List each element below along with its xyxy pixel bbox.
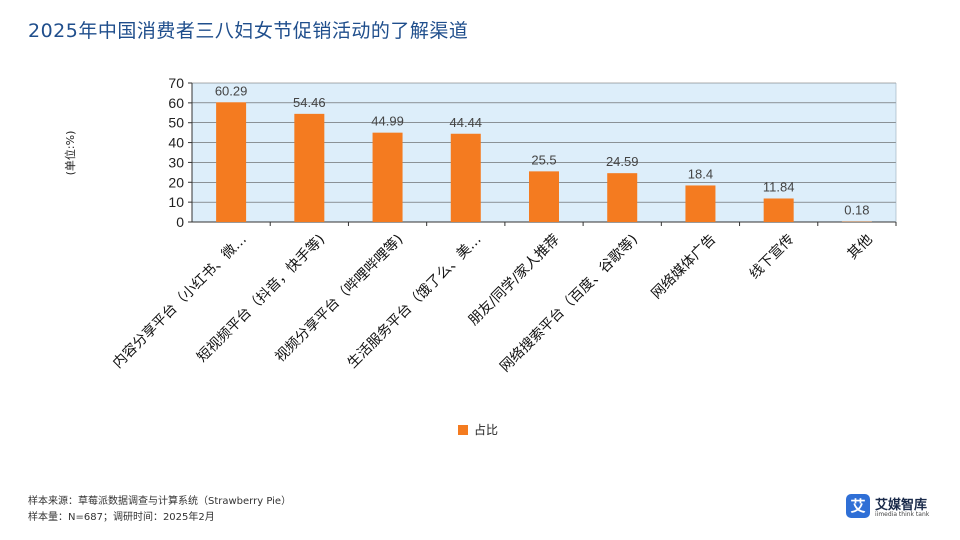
bar [607,173,638,222]
footer-source: 样本来源：草莓派数据调查与计算系统（Strawberry Pie） [28,496,292,507]
bar [450,133,481,222]
y-tick-label: 40 [168,135,184,151]
data-label: 54.46 [293,95,326,110]
data-label: 60.29 [215,83,248,98]
x-category-label: 内容分享平台（小红书、微… [109,231,250,372]
y-tick-label: 0 [176,214,184,230]
bar [372,132,403,222]
x-category-label: 网络搜索平台（百度、谷歌等) [496,231,641,376]
data-label: 24.59 [606,154,639,169]
x-category-label: 网络媒体广告 [649,232,720,303]
y-tick-label: 30 [168,154,184,170]
data-label: 11.84 [763,179,795,194]
logo-subtitle: iimedia think tank [875,511,930,518]
bar [216,102,247,222]
brand-logo: 艾 艾媒智库 iimedia think tank [846,494,946,522]
x-category-label: 其他 [845,232,876,263]
data-label: 18.4 [688,166,713,181]
y-tick-label: 20 [168,174,184,190]
bar [294,113,325,222]
page-title: 2025年中国消费者三八妇女节促销活动的了解渠道 [28,20,469,42]
logo-name: 艾媒智库 [875,498,928,513]
logo-icon: 艾 [846,494,870,518]
bar [685,185,716,222]
bar [529,171,559,222]
y-axis-label: (单位:%) [63,131,77,176]
data-label: 0.18 [844,203,869,218]
x-category-label: 线下宣传 [747,232,798,283]
legend-swatch [458,425,468,435]
data-label: 25.5 [531,152,556,167]
y-tick-label: 50 [168,115,184,131]
x-category-label: 视频分享平台（哔哩哔哩等) [272,231,407,366]
y-tick-label: 60 [168,95,184,111]
y-tick-label: 10 [168,194,184,210]
x-category-label: 短视频平台（抖音，快手等) [193,231,328,366]
x-category-label: 生活服务平台（饿了么、美… [345,232,485,372]
footer-sample: 样本量：N=687；调研时间：2025年2月 [28,512,215,523]
data-label: 44.99 [371,114,404,129]
y-tick-label: 70 [168,75,184,91]
data-label: 44.44 [450,115,483,130]
bar [763,198,794,222]
bar-chart: 0 10 20 30 40 50 60 70 (单位:%) 60.29 内容分享平台（小红书、微… 5… [63,75,897,437]
legend-label: 占比 [474,422,498,437]
